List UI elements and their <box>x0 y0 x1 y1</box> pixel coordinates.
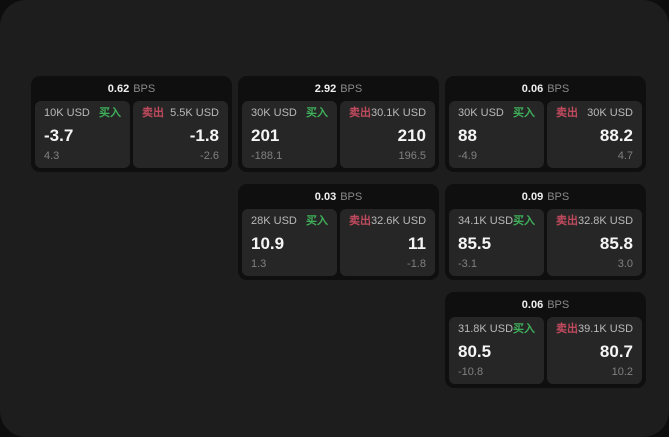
bps-value: 2.92 <box>314 82 337 95</box>
buy-amount: 30K USD <box>458 107 504 119</box>
sell-label: 卖出 <box>349 215 371 227</box>
bps-header: 0.06 BPS <box>445 76 646 101</box>
sell-price: 11 <box>408 233 426 253</box>
buy-panel[interactable]: 34.1K USD 买入 85.5 -3.1 <box>449 209 544 276</box>
sell-label: 卖出 <box>142 107 164 119</box>
buy-price: 88 <box>458 125 477 145</box>
buy-panel[interactable]: 30K USD 买入 88 -4.9 <box>449 101 544 168</box>
quote-card: 0.62 BPS 10K USD 买入 -3.7 4.3 卖出 5.5K USD <box>31 76 232 172</box>
sell-amount: 30K USD <box>587 107 633 119</box>
buy-panel[interactable]: 31.8K USD 买入 80.5 -10.8 <box>449 317 544 384</box>
buy-price: -3.7 <box>44 125 74 145</box>
quote-card: 0.06 BPS 31.8K USD 买入 80.5 -10.8 卖出 39.1… <box>445 292 646 388</box>
sell-amount: 30.1K USD <box>371 107 427 119</box>
sell-amount: 39.1K USD <box>578 323 634 335</box>
buy-amount: 28K USD <box>251 215 297 227</box>
bps-header: 0.09 BPS <box>445 184 646 209</box>
bps-unit: BPS <box>547 82 570 95</box>
quote-card-grid: 0.62 BPS 10K USD 买入 -3.7 4.3 卖出 5.5K USD <box>31 76 646 388</box>
buy-price: 201 <box>251 125 280 145</box>
sell-panel[interactable]: 卖出 32.6K USD 11 -1.8 <box>340 209 435 276</box>
bps-value: 0.06 <box>521 82 544 95</box>
buy-price: 85.5 <box>458 233 492 253</box>
buy-price: 80.5 <box>458 341 492 361</box>
sell-panel[interactable]: 卖出 32.8K USD 85.8 3.0 <box>547 209 642 276</box>
bps-header: 0.03 BPS <box>238 184 439 209</box>
buy-label: 买入 <box>306 215 328 227</box>
buy-change: -188.1 <box>251 150 283 162</box>
bps-unit: BPS <box>547 190 570 203</box>
buy-panel[interactable]: 28K USD 买入 10.9 1.3 <box>242 209 337 276</box>
sell-change: -1.8 <box>407 258 426 270</box>
buy-label: 买入 <box>513 107 535 119</box>
bps-unit: BPS <box>340 190 363 203</box>
quote-card: 2.92 BPS 30K USD 买入 201 -188.1 卖出 30.1K … <box>238 76 439 172</box>
sell-price: 80.7 <box>599 341 633 361</box>
buy-panel[interactable]: 10K USD 买入 -3.7 4.3 <box>35 101 130 168</box>
bps-header: 0.06 BPS <box>445 292 646 317</box>
sell-label: 卖出 <box>556 215 578 227</box>
quote-card: 0.09 BPS 34.1K USD 买入 85.5 -3.1 卖出 32.8K… <box>445 184 646 280</box>
sell-price: 88.2 <box>599 125 633 145</box>
bps-value: 0.09 <box>521 190 544 203</box>
buy-label: 买入 <box>513 215 536 227</box>
sell-change: 4.7 <box>617 150 633 162</box>
bps-unit: BPS <box>340 82 363 95</box>
sell-label: 卖出 <box>556 323 578 335</box>
bps-unit: BPS <box>133 82 156 95</box>
buy-panel[interactable]: 30K USD 买入 201 -188.1 <box>242 101 337 168</box>
buy-price: 10.9 <box>251 233 285 253</box>
buy-label: 买入 <box>513 323 536 335</box>
sell-panel[interactable]: 卖出 5.5K USD -1.8 -2.6 <box>133 101 228 168</box>
buy-change: 4.3 <box>44 150 60 162</box>
sell-price: -1.8 <box>189 125 219 145</box>
buy-amount: 10K USD <box>44 107 90 119</box>
quote-card: 0.03 BPS 28K USD 买入 10.9 1.3 卖出 32.6K US… <box>238 184 439 280</box>
buy-label: 买入 <box>306 107 328 119</box>
buy-label: 买入 <box>99 107 121 119</box>
sell-price: 85.8 <box>599 233 633 253</box>
sell-label: 卖出 <box>556 107 578 119</box>
buy-change: -3.1 <box>458 258 477 270</box>
sell-panel[interactable]: 卖出 39.1K USD 80.7 10.2 <box>547 317 642 384</box>
bps-value: 0.62 <box>107 82 130 95</box>
buy-amount: 34.1K USD <box>458 215 514 227</box>
buy-amount: 30K USD <box>251 107 297 119</box>
bps-header: 2.92 BPS <box>238 76 439 101</box>
sell-change: 196.5 <box>398 150 426 162</box>
sell-change: -2.6 <box>200 150 219 162</box>
sell-amount: 32.8K USD <box>578 215 634 227</box>
sell-amount: 32.6K USD <box>371 215 427 227</box>
buy-change: 1.3 <box>251 258 267 270</box>
buy-amount: 31.8K USD <box>458 323 514 335</box>
buy-change: -4.9 <box>458 150 477 162</box>
quote-card: 0.06 BPS 30K USD 买入 88 -4.9 卖出 30K USD <box>445 76 646 172</box>
sell-panel[interactable]: 卖出 30K USD 88.2 4.7 <box>547 101 642 168</box>
bps-value: 0.06 <box>521 298 544 311</box>
sell-price: 210 <box>397 125 426 145</box>
sell-change: 3.0 <box>617 258 633 270</box>
sell-label: 卖出 <box>349 107 371 119</box>
sell-change: 10.2 <box>611 366 633 378</box>
sell-panel[interactable]: 卖出 30.1K USD 210 196.5 <box>340 101 435 168</box>
bps-value: 0.03 <box>314 190 337 203</box>
sell-amount: 5.5K USD <box>170 107 219 119</box>
bps-header: 0.62 BPS <box>31 76 232 101</box>
bps-unit: BPS <box>547 298 570 311</box>
buy-change: -10.8 <box>458 366 484 378</box>
